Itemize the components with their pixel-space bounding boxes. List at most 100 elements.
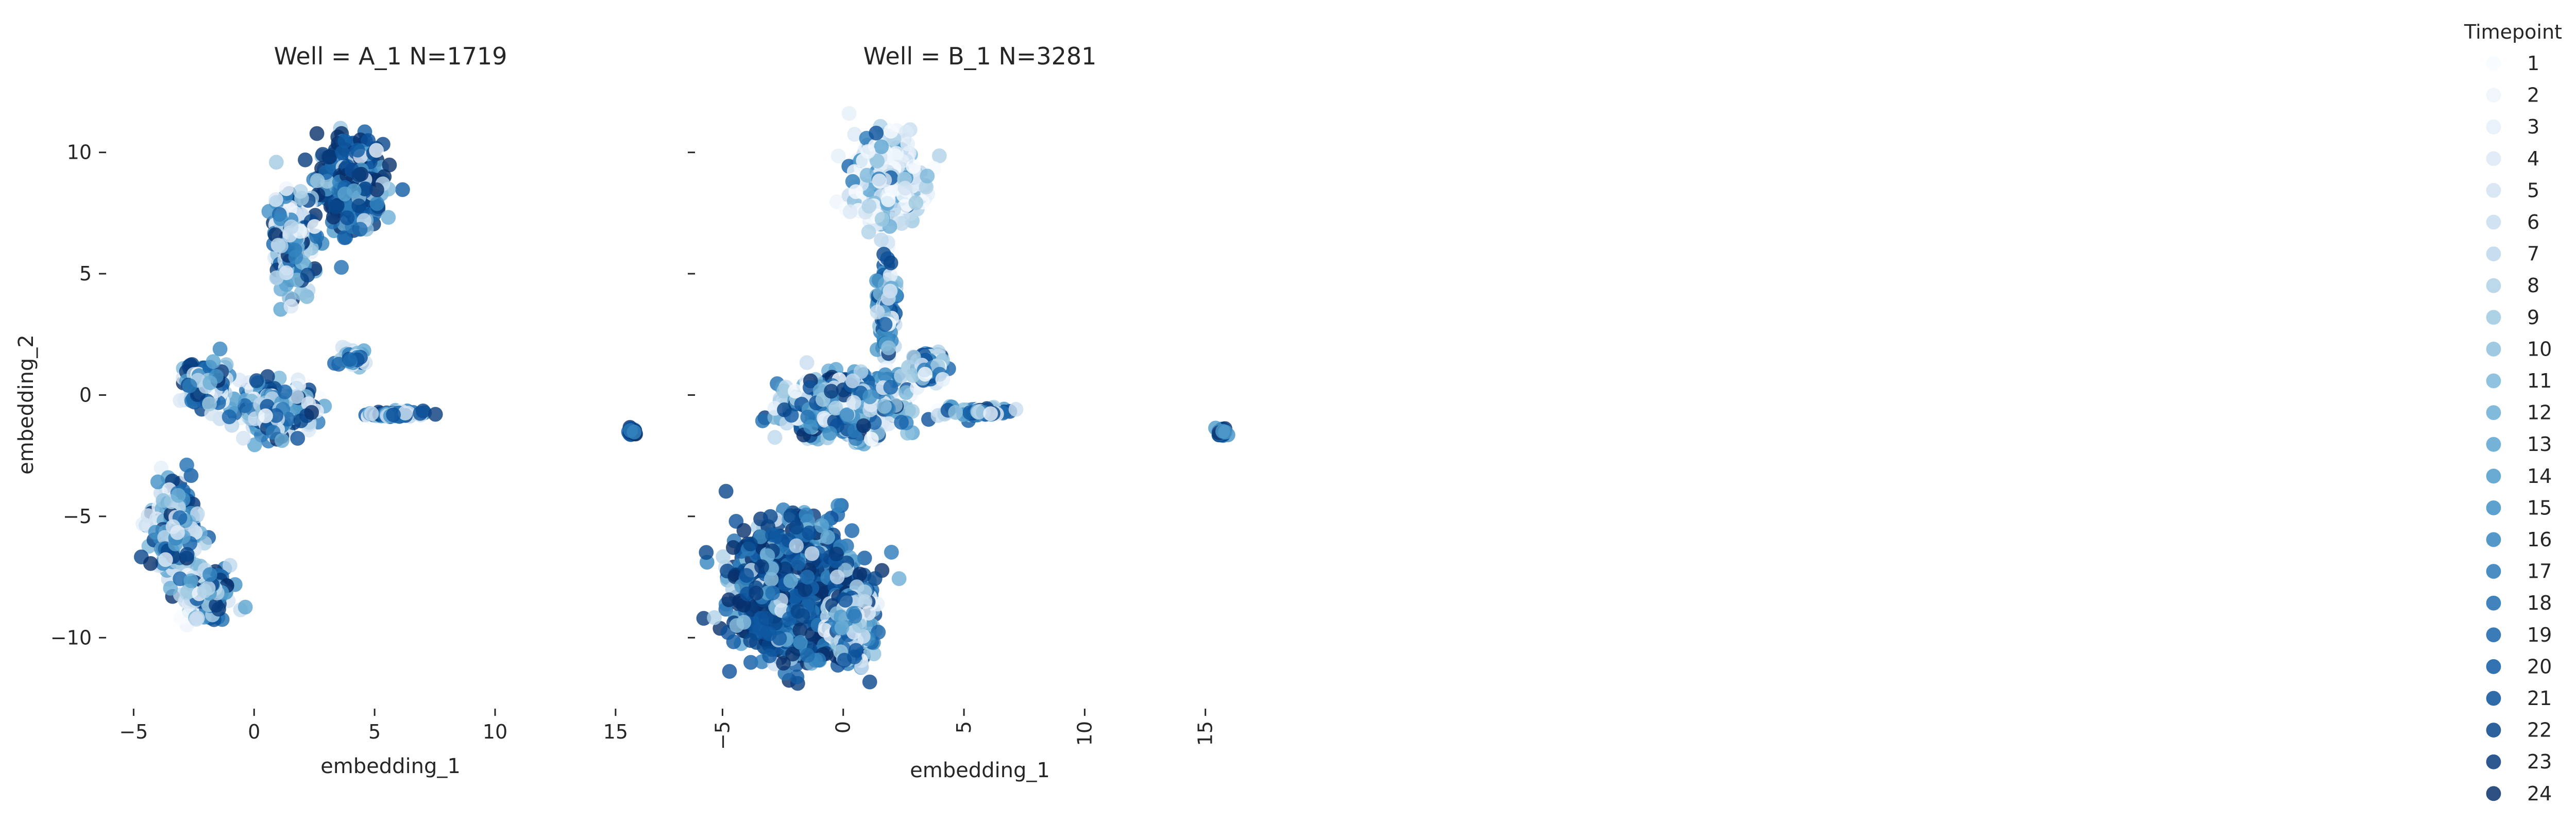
scatter-point (337, 186, 352, 202)
panel-well-b1: Well = B_1 N=3281 −5 0 5 10 15 embedding_1 (688, 42, 1235, 782)
scatter-point (762, 509, 778, 524)
x-tick-label: 5 (368, 721, 381, 743)
panel-title: Well = A_1 N=1719 (274, 42, 507, 70)
scatter-point (829, 569, 845, 584)
scatter-point (247, 437, 262, 453)
scatter-point (877, 399, 892, 414)
scatter-point (863, 431, 879, 447)
scatter-point (881, 340, 896, 356)
scatter-point (874, 139, 889, 155)
scatter-point (861, 224, 876, 240)
scatter-point (369, 196, 385, 211)
scatter-point (935, 372, 951, 387)
scatter-point (874, 212, 890, 227)
x-tick-label: −5 (119, 721, 148, 743)
y-tick-label: 0 (79, 384, 92, 407)
scatter-point (350, 142, 365, 158)
scatter-point (337, 133, 353, 149)
scatter-point (304, 405, 319, 420)
scatter-point (395, 182, 410, 197)
scatter-point (762, 648, 777, 663)
y-tick-label: −5 (63, 505, 92, 528)
scatter-point (893, 368, 909, 383)
scatter-point (212, 341, 228, 357)
scatter-point (307, 219, 322, 234)
scatter-point (860, 144, 876, 159)
scatter-point (1008, 401, 1024, 417)
scatter-point (156, 493, 171, 508)
scatter-point (880, 192, 896, 208)
scatter-point (150, 474, 165, 490)
scatter-points (133, 121, 643, 633)
scatter-point (776, 402, 792, 417)
x-tick-label: 0 (248, 721, 260, 743)
scatter-point (321, 149, 336, 165)
scatter-point (707, 610, 722, 625)
x-axis-label: embedding_1 (320, 755, 461, 778)
scatter-point (803, 419, 819, 434)
scatter-point (238, 599, 253, 615)
scatter-point (869, 125, 884, 141)
scatter-point (883, 379, 899, 395)
scatter-point (721, 592, 737, 608)
scatter-point (699, 545, 714, 560)
scatter-point (202, 396, 217, 412)
scatter-points (696, 106, 1235, 691)
scatter-point (767, 430, 783, 445)
scatter-point (862, 389, 877, 405)
scatter-point (197, 583, 212, 598)
scatter-point (802, 525, 817, 541)
scatter-point (894, 414, 909, 430)
scatter-point (202, 375, 218, 391)
scatter-point (880, 291, 896, 306)
scatter-point (789, 538, 804, 554)
scatter-point (870, 154, 885, 169)
scatter-point (206, 354, 221, 370)
x-tick-label: 15 (603, 721, 628, 743)
scatter-point (931, 148, 947, 163)
scatter-point (800, 569, 815, 585)
scatter-point (352, 222, 368, 237)
scatter-point (906, 349, 921, 365)
scatter-point (351, 198, 367, 213)
x-axis-ticks: −5 0 5 10 15 (119, 709, 628, 743)
scatter-point (340, 210, 355, 226)
scatter-point (179, 547, 195, 562)
scatter-point (293, 183, 308, 199)
scatter-point (726, 634, 741, 649)
scatter-point (342, 352, 358, 367)
scatter-point (822, 426, 838, 441)
scatter-point (848, 184, 863, 199)
scatter-point (268, 155, 284, 170)
scatter-point (983, 406, 998, 422)
y-tick-label: 10 (67, 141, 92, 164)
scatter-point (258, 408, 273, 424)
scatter-point (788, 383, 803, 399)
scatter-point (222, 558, 238, 573)
scatter-point (1218, 424, 1233, 440)
scatter-point (869, 273, 884, 289)
scatter-point (222, 409, 237, 425)
scatter-point (920, 169, 935, 184)
scatter-point (202, 567, 217, 582)
scatter-point (749, 585, 764, 601)
scatter-point (290, 431, 306, 446)
scatter-point (309, 126, 325, 141)
scatter-point (948, 405, 963, 420)
scatter-point (799, 355, 815, 371)
scatter-point (235, 430, 251, 446)
scatter-point (171, 488, 186, 503)
scatter-point (143, 556, 158, 571)
scatter-point (279, 181, 294, 196)
scatter-point (413, 406, 428, 421)
scatter-point (883, 255, 899, 271)
scatter-point (725, 540, 741, 555)
scatter-point (831, 498, 846, 513)
scatter-point (163, 580, 178, 596)
scatter-point (900, 136, 916, 152)
scatter-point (861, 198, 877, 214)
scatter-point (736, 614, 752, 630)
scatter-point (754, 559, 769, 575)
scatter-point (799, 507, 814, 523)
